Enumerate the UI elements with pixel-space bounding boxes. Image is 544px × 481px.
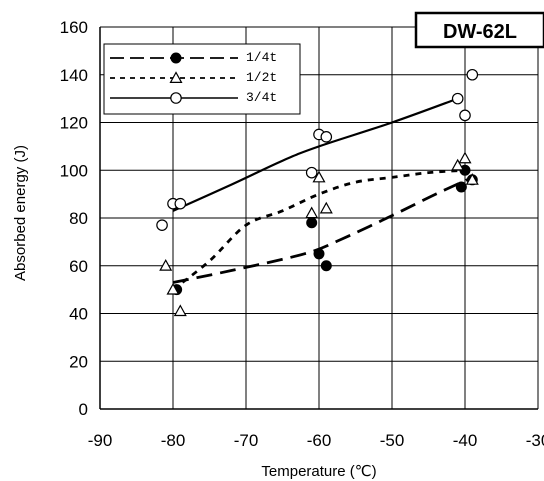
y-tick-label: 20 [69, 352, 88, 371]
x-tick-label: -40 [453, 431, 478, 450]
data-point-series-1 [306, 217, 318, 229]
data-point-series-3 [466, 68, 479, 81]
data-markers [156, 68, 479, 317]
data-point-series-2 [451, 158, 465, 171]
data-point-series-3 [174, 197, 187, 210]
chart-title-badge: DW-62L [414, 11, 544, 49]
legend-marker-2 [169, 71, 183, 84]
data-point-series-3 [459, 109, 471, 122]
data-point-series-2 [166, 282, 180, 295]
y-tick-label: 140 [60, 66, 88, 85]
data-point-series-2 [458, 151, 472, 164]
legend-marker-1 [170, 52, 182, 64]
x-tick-label: -80 [161, 431, 186, 450]
tick-labels: 0 20 40 60 80 100 120 140 160 -90 -80 -70 -60 -50 -40 -… [60, 18, 544, 450]
legend-label-2: 1/2t [246, 70, 277, 85]
y-axis-title: Absorbed energy (J) [12, 145, 29, 281]
data-point-series-1 [455, 181, 467, 193]
x-tick-label: -70 [234, 431, 259, 450]
trend-line-3 [172, 97, 459, 212]
y-tick-label: 60 [69, 257, 88, 276]
trend-line-2 [172, 168, 466, 291]
data-point-series-2 [159, 259, 173, 271]
legend-box [103, 43, 301, 115]
x-tick-label: -30 [526, 431, 544, 450]
x-tick-label: -90 [88, 431, 113, 450]
data-point-series-3 [305, 166, 318, 179]
data-point-series-1 [320, 260, 332, 272]
data-point-series-2 [312, 170, 326, 183]
data-point-series-3 [156, 219, 168, 231]
y-tick-label: 80 [69, 209, 88, 228]
y-tick-label: 40 [69, 305, 88, 324]
trend-lines [172, 97, 473, 291]
legend-marker-3 [170, 92, 182, 104]
y-tick-label: 100 [60, 161, 88, 180]
axes [99, 27, 538, 410]
chart-title: DW-62L [443, 21, 517, 43]
data-point-series-1 [313, 248, 325, 260]
data-point-series-2 [319, 201, 333, 214]
legend: 1/4t 1/2t 3/4t [103, 43, 301, 115]
legend-label-1: 1/4t [246, 50, 277, 65]
trend-line-1 [172, 176, 473, 284]
y-tick-label: 0 [79, 400, 88, 419]
y-tick-label: 160 [60, 18, 88, 37]
x-axis-title: Temperature (℃) [261, 463, 376, 480]
x-tick-label: -60 [307, 431, 332, 450]
y-tick-label: 120 [60, 114, 88, 133]
data-point-series-3 [451, 92, 464, 105]
data-point-series-2 [465, 173, 479, 185]
data-point-series-3 [320, 131, 333, 143]
x-tick-label: -50 [380, 431, 405, 450]
data-point-series-2 [173, 304, 187, 317]
legend-label-3: 3/4t [246, 90, 277, 105]
data-point-series-2 [305, 206, 319, 219]
